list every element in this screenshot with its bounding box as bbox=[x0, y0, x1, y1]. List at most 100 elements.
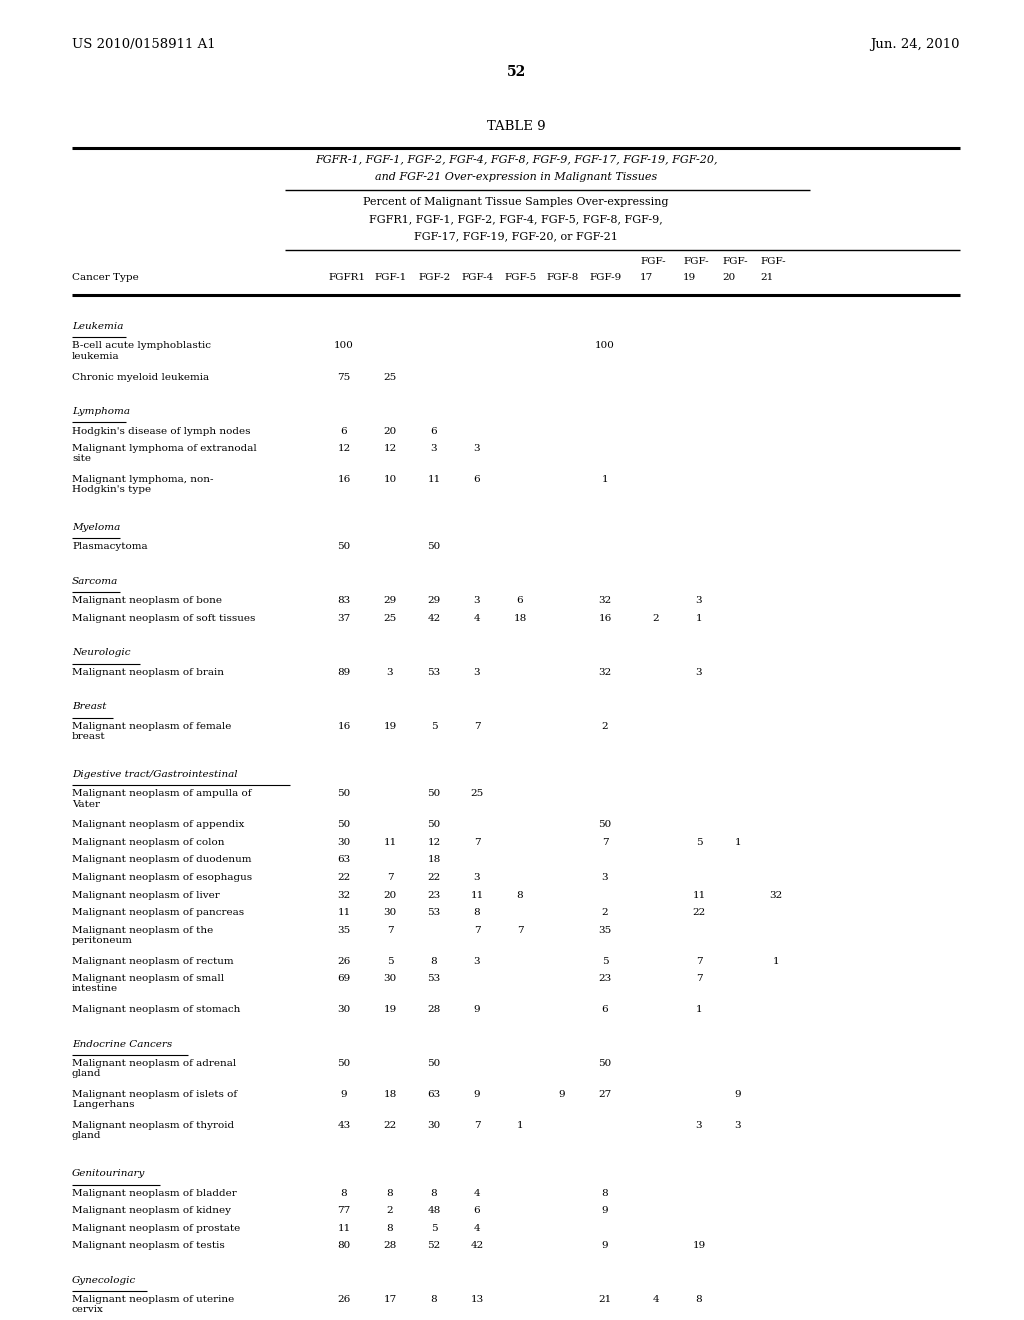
Text: 28: 28 bbox=[427, 1005, 440, 1014]
Text: 11: 11 bbox=[470, 891, 483, 899]
Text: FGF-9: FGF-9 bbox=[589, 273, 622, 282]
Text: 50: 50 bbox=[337, 789, 350, 799]
Text: 11: 11 bbox=[337, 1224, 350, 1233]
Text: 1: 1 bbox=[695, 614, 702, 623]
Text: 50: 50 bbox=[337, 1059, 350, 1068]
Text: 3: 3 bbox=[474, 957, 480, 965]
Text: 1: 1 bbox=[695, 1005, 702, 1014]
Text: 3: 3 bbox=[695, 668, 702, 677]
Text: 30: 30 bbox=[337, 838, 350, 847]
Text: 48: 48 bbox=[427, 1206, 440, 1214]
Text: Neurologic: Neurologic bbox=[72, 648, 130, 657]
Text: 21: 21 bbox=[760, 273, 773, 282]
Text: FGF-17, FGF-19, FGF-20, or FGF-21: FGF-17, FGF-19, FGF-20, or FGF-21 bbox=[414, 231, 617, 242]
Text: FGF-: FGF- bbox=[683, 257, 709, 267]
Text: FGFR1, FGF-1, FGF-2, FGF-4, FGF-5, FGF-8, FGF-9,: FGFR1, FGF-1, FGF-2, FGF-4, FGF-5, FGF-8… bbox=[369, 214, 663, 224]
Text: 7: 7 bbox=[474, 925, 480, 935]
Text: 50: 50 bbox=[598, 1059, 611, 1068]
Text: 22: 22 bbox=[383, 1121, 396, 1130]
Text: 100: 100 bbox=[334, 342, 354, 351]
Text: 63: 63 bbox=[337, 855, 350, 865]
Text: 4: 4 bbox=[474, 614, 480, 623]
Text: 50: 50 bbox=[337, 543, 350, 552]
Text: Malignant neoplasm of soft tissues: Malignant neoplasm of soft tissues bbox=[72, 614, 255, 623]
Text: 26: 26 bbox=[337, 957, 350, 965]
Text: Hodgkin's disease of lymph nodes: Hodgkin's disease of lymph nodes bbox=[72, 426, 251, 436]
Text: 9: 9 bbox=[559, 1090, 565, 1100]
Text: 5: 5 bbox=[431, 1224, 437, 1233]
Text: 17: 17 bbox=[383, 1295, 396, 1304]
Text: 50: 50 bbox=[427, 1059, 440, 1068]
Text: 5: 5 bbox=[387, 957, 393, 965]
Text: 11: 11 bbox=[427, 475, 440, 484]
Text: FGF-: FGF- bbox=[760, 257, 785, 267]
Text: 3: 3 bbox=[695, 1121, 702, 1130]
Text: 2: 2 bbox=[387, 1206, 393, 1214]
Text: 6: 6 bbox=[431, 426, 437, 436]
Text: 26: 26 bbox=[337, 1295, 350, 1304]
Text: Endocrine Cancers: Endocrine Cancers bbox=[72, 1040, 172, 1048]
Text: 35: 35 bbox=[598, 925, 611, 935]
Text: 22: 22 bbox=[692, 908, 706, 917]
Text: Plasmacytoma: Plasmacytoma bbox=[72, 543, 147, 552]
Text: Malignant neoplasm of small
intestine: Malignant neoplasm of small intestine bbox=[72, 974, 224, 994]
Text: Gynecologic: Gynecologic bbox=[72, 1275, 136, 1284]
Text: 7: 7 bbox=[474, 722, 480, 731]
Text: Malignant neoplasm of appendix: Malignant neoplasm of appendix bbox=[72, 821, 245, 829]
Text: 19: 19 bbox=[383, 722, 396, 731]
Text: Malignant lymphoma of extranodal
site: Malignant lymphoma of extranodal site bbox=[72, 444, 257, 463]
Text: 9: 9 bbox=[602, 1241, 608, 1250]
Text: 50: 50 bbox=[337, 821, 350, 829]
Text: 11: 11 bbox=[383, 838, 396, 847]
Text: 9: 9 bbox=[341, 1090, 347, 1100]
Text: 7: 7 bbox=[387, 925, 393, 935]
Text: 7: 7 bbox=[474, 838, 480, 847]
Text: 30: 30 bbox=[383, 974, 396, 983]
Text: FGFR-1, FGF-1, FGF-2, FGF-4, FGF-8, FGF-9, FGF-17, FGF-19, FGF-20,: FGFR-1, FGF-1, FGF-2, FGF-4, FGF-8, FGF-… bbox=[314, 154, 717, 164]
Text: 6: 6 bbox=[474, 1206, 480, 1214]
Text: 9: 9 bbox=[474, 1005, 480, 1014]
Text: 37: 37 bbox=[337, 614, 350, 623]
Text: Genitourinary: Genitourinary bbox=[72, 1170, 145, 1177]
Text: Malignant neoplasm of rectum: Malignant neoplasm of rectum bbox=[72, 957, 233, 965]
Text: 3: 3 bbox=[474, 668, 480, 677]
Text: 3: 3 bbox=[602, 873, 608, 882]
Text: 50: 50 bbox=[427, 789, 440, 799]
Text: 17: 17 bbox=[640, 273, 653, 282]
Text: 9: 9 bbox=[602, 1206, 608, 1214]
Text: Leukemia: Leukemia bbox=[72, 322, 123, 331]
Text: 30: 30 bbox=[383, 908, 396, 917]
Text: 43: 43 bbox=[337, 1121, 350, 1130]
Text: 42: 42 bbox=[470, 1241, 483, 1250]
Text: 7: 7 bbox=[387, 873, 393, 882]
Text: 23: 23 bbox=[427, 891, 440, 899]
Text: 3: 3 bbox=[734, 1121, 741, 1130]
Text: Malignant neoplasm of the
peritoneum: Malignant neoplasm of the peritoneum bbox=[72, 925, 213, 945]
Text: 28: 28 bbox=[383, 1241, 396, 1250]
Text: 50: 50 bbox=[598, 821, 611, 829]
Text: Malignant neoplasm of colon: Malignant neoplasm of colon bbox=[72, 838, 224, 847]
Text: 7: 7 bbox=[695, 957, 702, 965]
Text: 63: 63 bbox=[427, 1090, 440, 1100]
Text: Malignant neoplasm of uterine
cervix: Malignant neoplasm of uterine cervix bbox=[72, 1295, 234, 1315]
Text: 1: 1 bbox=[773, 957, 779, 965]
Text: 20: 20 bbox=[722, 273, 735, 282]
Text: Malignant neoplasm of adrenal
gland: Malignant neoplasm of adrenal gland bbox=[72, 1059, 237, 1078]
Text: Malignant neoplasm of kidney: Malignant neoplasm of kidney bbox=[72, 1206, 231, 1214]
Text: Malignant neoplasm of stomach: Malignant neoplasm of stomach bbox=[72, 1005, 241, 1014]
Text: 3: 3 bbox=[695, 597, 702, 606]
Text: 32: 32 bbox=[598, 668, 611, 677]
Text: Digestive tract/Gastrointestinal: Digestive tract/Gastrointestinal bbox=[72, 770, 238, 779]
Text: 16: 16 bbox=[337, 475, 350, 484]
Text: 52: 52 bbox=[427, 1241, 440, 1250]
Text: FGFR1: FGFR1 bbox=[328, 273, 365, 282]
Text: 12: 12 bbox=[337, 444, 350, 453]
Text: 5: 5 bbox=[431, 722, 437, 731]
Text: US 2010/0158911 A1: US 2010/0158911 A1 bbox=[72, 38, 216, 51]
Text: 5: 5 bbox=[602, 957, 608, 965]
Text: Malignant neoplasm of islets of
Langerhans: Malignant neoplasm of islets of Langerha… bbox=[72, 1090, 238, 1109]
Text: FGF-1: FGF-1 bbox=[374, 273, 407, 282]
Text: FGF-8: FGF-8 bbox=[546, 273, 579, 282]
Text: Lymphoma: Lymphoma bbox=[72, 407, 130, 416]
Text: FGF-4: FGF-4 bbox=[461, 273, 494, 282]
